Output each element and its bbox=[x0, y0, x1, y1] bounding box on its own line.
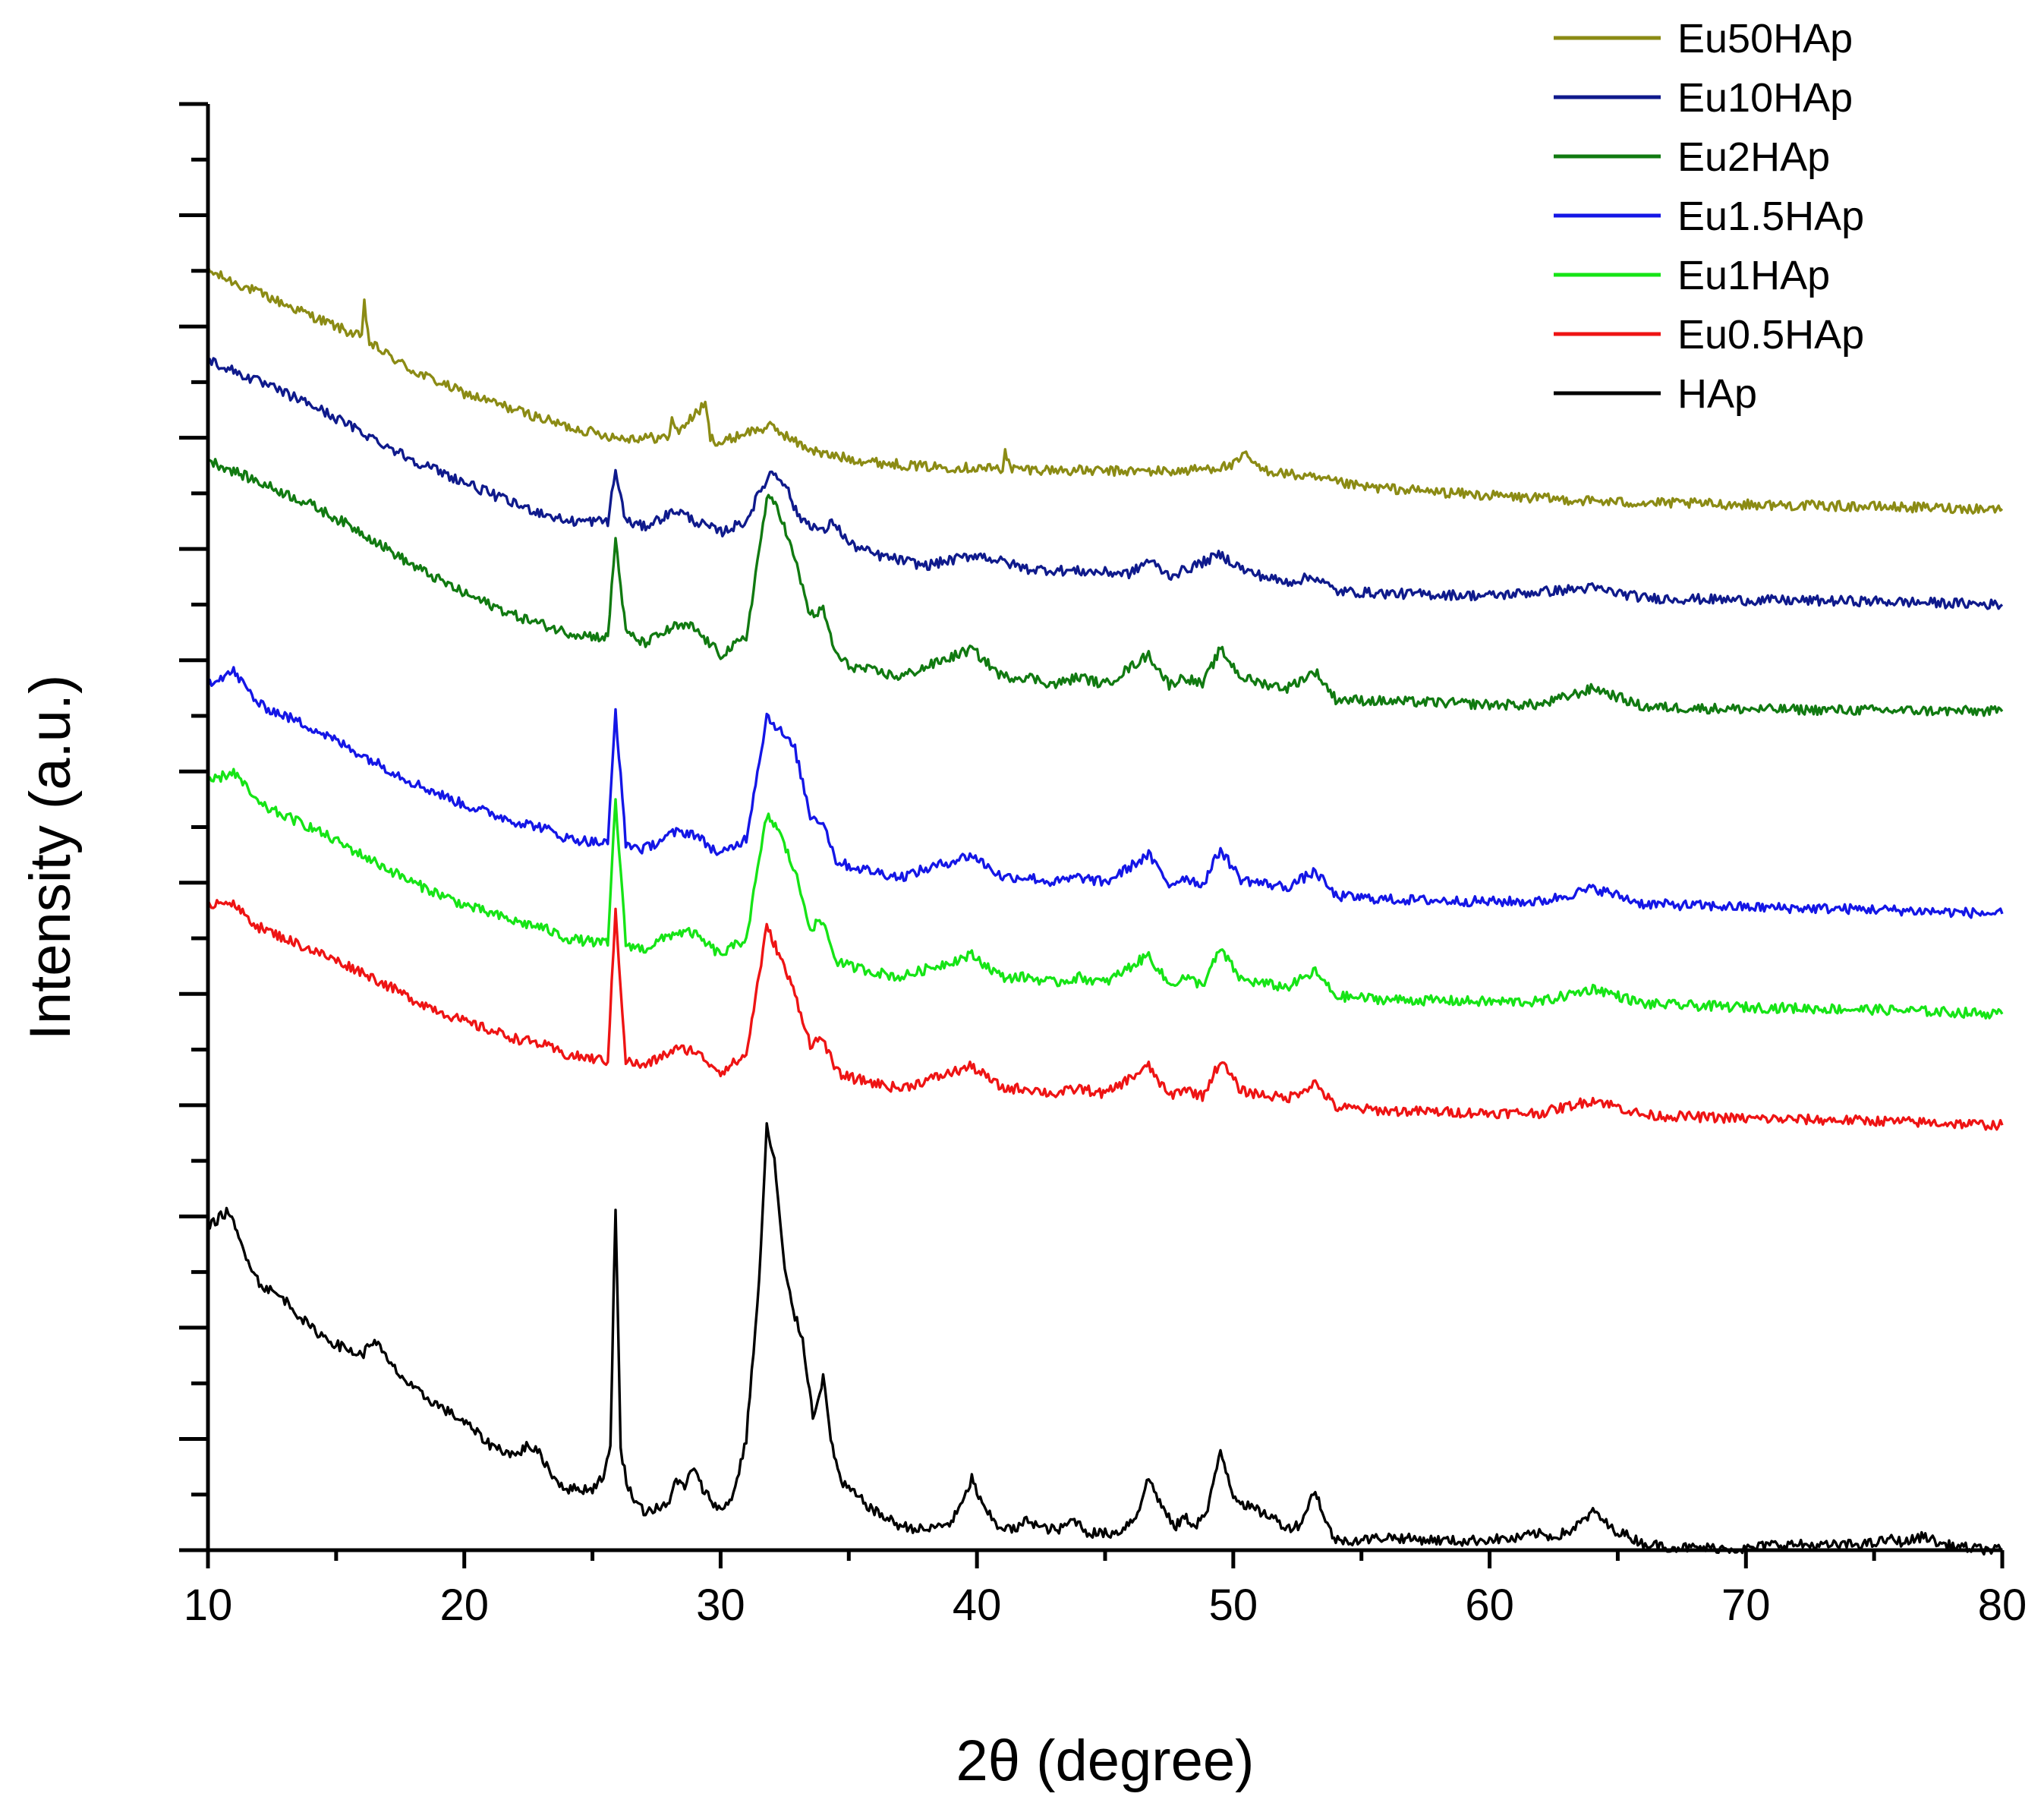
y-axis-title: Intensity (a.u.) bbox=[18, 675, 83, 1041]
x-axis-title: 2θ (degree) bbox=[956, 1729, 1255, 1793]
series-line-HAp bbox=[207, 1122, 2003, 1556]
series-line-Eu10HAp bbox=[206, 357, 2004, 610]
legend-label-Eu0.5HAp: Eu0.5HAp bbox=[1677, 312, 1864, 358]
series-line-Eu0.5HAp bbox=[206, 899, 2004, 1131]
x-tick-label-10: 10 bbox=[184, 1581, 233, 1630]
series-line-Eu1HAp bbox=[207, 767, 2004, 1020]
x-tick-label-50: 50 bbox=[1209, 1581, 1258, 1630]
x-tick-label-60: 60 bbox=[1465, 1581, 1514, 1630]
series-layer bbox=[206, 266, 2004, 1556]
series-line-Eu2HAp bbox=[206, 458, 2004, 717]
x-tick-label-30: 30 bbox=[696, 1581, 745, 1630]
x-tick-label-40: 40 bbox=[953, 1581, 1002, 1630]
legend-label-Eu1.5HAp: Eu1.5HAp bbox=[1677, 194, 1864, 239]
legend-label-HAp: HAp bbox=[1677, 371, 1757, 417]
legend-label-Eu1HAp: Eu1HAp bbox=[1677, 253, 1830, 298]
legend: Eu50HAp Eu10HAp Eu2HAp Eu1.5HAp Eu1HAp Eu0.5H… bbox=[1554, 16, 1864, 417]
series-line-Eu1.5HAp bbox=[206, 666, 2004, 919]
x-tick-label-20: 20 bbox=[439, 1581, 489, 1630]
x-tick-label-70: 70 bbox=[1721, 1581, 1771, 1630]
legend-label-Eu50HAp: Eu50HAp bbox=[1677, 16, 1853, 61]
legend-label-Eu2HAp: Eu2HAp bbox=[1677, 134, 1830, 180]
x-tick-label-80: 80 bbox=[1978, 1581, 2027, 1630]
ticks-layer: 10 20 30 40 50 60 70 80 bbox=[179, 102, 2027, 1630]
series-line-Eu50HAp bbox=[206, 266, 2004, 515]
legend-label-Eu10HAp: Eu10HAp bbox=[1677, 75, 1853, 121]
